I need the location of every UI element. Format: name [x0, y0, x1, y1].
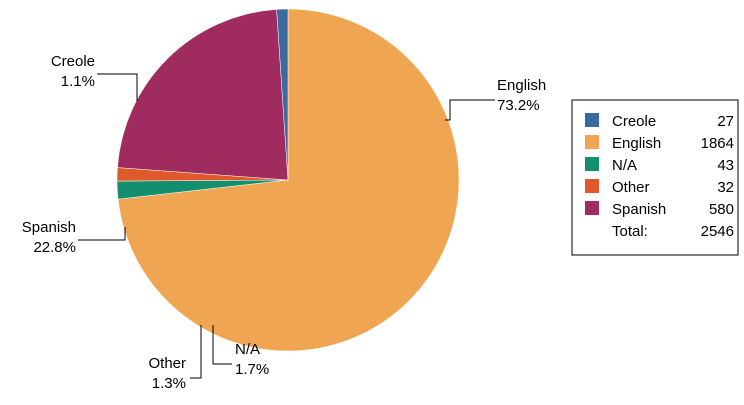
legend-value-other: 32	[717, 179, 734, 196]
legend-total-label: Total:	[612, 223, 648, 240]
legend-label-english: English	[612, 135, 661, 152]
slice-label-spanish: Spanish	[22, 219, 76, 236]
leader-line-spanish	[78, 227, 126, 241]
pie-slices	[116, 8, 460, 352]
slice-label-n-a: N/A	[235, 341, 260, 358]
legend-label-spanish: Spanish	[612, 201, 666, 218]
legend-swatch-creole	[585, 113, 599, 127]
legend-label-other: Other	[612, 179, 650, 196]
legend-box	[571, 99, 739, 256]
legend-label-n-a: N/A	[612, 157, 637, 174]
slice-percent-spanish: 22.8%	[33, 239, 76, 256]
legend-value-n-a: 43	[717, 157, 734, 174]
slice-label-other: Other	[148, 355, 186, 372]
legend-total-value: 2546	[701, 223, 734, 240]
leader-line-creole	[97, 73, 138, 101]
pie-slice-spanish	[117, 9, 289, 181]
pie-slice-english	[117, 8, 460, 352]
legend-label-creole: Creole	[612, 113, 656, 130]
slice-label-creole: Creole	[51, 53, 95, 70]
legend: Creole 27 English 1864 N/A 43 Other 32 Spanish 58…	[571, 99, 739, 256]
slice-percent-english: 73.2%	[497, 97, 540, 114]
slice-percent-n-a: 1.7%	[235, 361, 269, 378]
leader-line-n-a	[212, 325, 232, 365]
legend-swatch-n-a	[585, 157, 599, 171]
leader-line-other	[190, 325, 202, 379]
slice-percent-creole: 1.1%	[61, 73, 95, 90]
legend-value-creole: 27	[717, 113, 734, 130]
pie-slice-creole	[276, 8, 289, 181]
legend-swatch-other	[585, 179, 599, 193]
legend-swatch-english	[585, 135, 599, 149]
leader-line-english	[445, 99, 495, 121]
legend-value-english: 1864	[701, 135, 734, 152]
legend-value-spanish: 580	[709, 201, 734, 218]
slice-percent-other: 1.3%	[152, 375, 186, 392]
legend-swatch-spanish	[585, 201, 599, 215]
slice-label-english: English	[497, 77, 546, 94]
slice-labels: English 73.2% N/A 1.7% Other 1.3% Spanish 22.8%…	[22, 53, 546, 392]
